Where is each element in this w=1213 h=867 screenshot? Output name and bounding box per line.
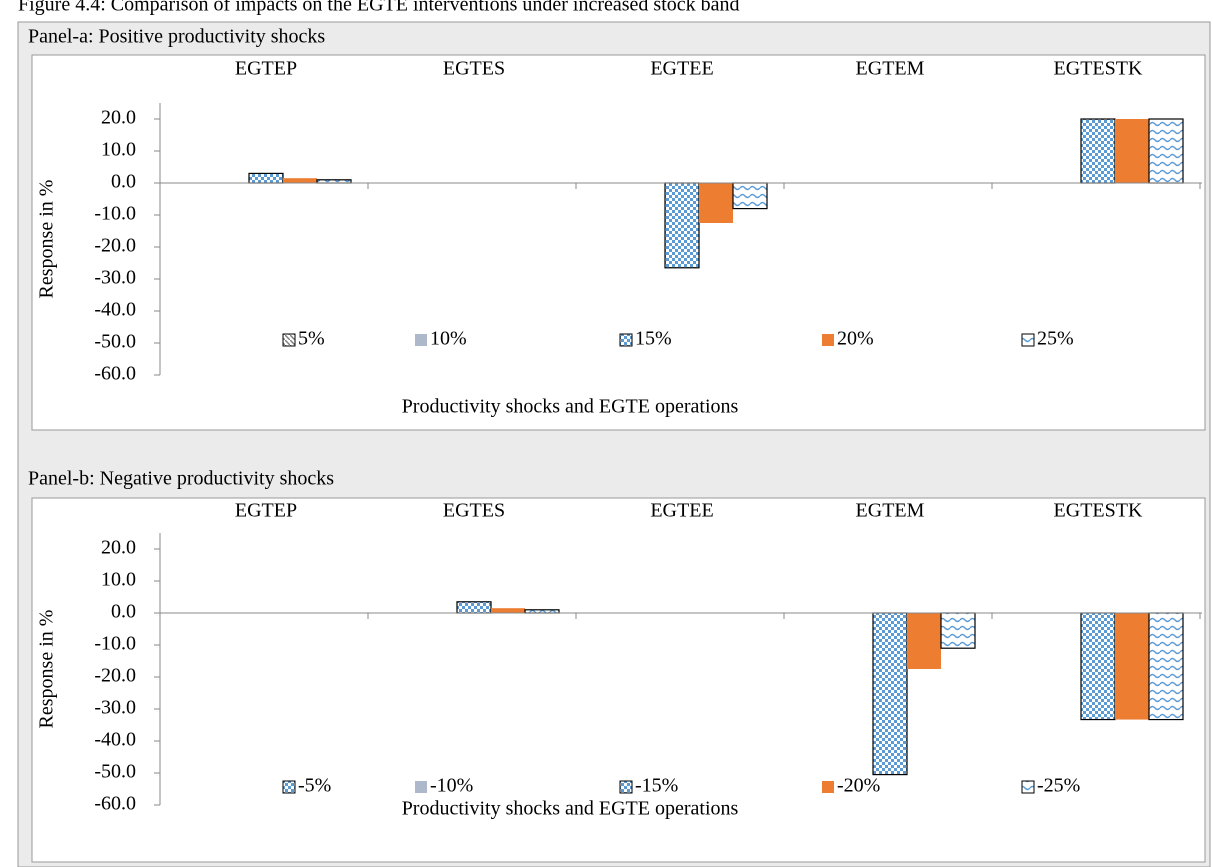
category-label: EGTEP	[235, 500, 297, 522]
y-axis-title: Response in %	[36, 610, 58, 729]
legend-swatch	[1021, 333, 1035, 347]
bar	[1080, 118, 1116, 184]
legend-swatch	[415, 781, 427, 793]
legend-swatch	[619, 780, 633, 794]
legend-swatch	[822, 781, 834, 793]
bar	[872, 612, 908, 776]
bar	[1148, 118, 1184, 184]
legend-label: -20%	[837, 775, 880, 797]
plot-box	[31, 54, 1206, 431]
bar	[491, 608, 525, 613]
legend-label: 15%	[635, 328, 672, 350]
y-tick-label: -40.0	[94, 729, 136, 751]
legend-swatch	[415, 334, 427, 346]
y-tick-label: -30.0	[94, 267, 136, 289]
category-label: EGTEP	[235, 58, 297, 80]
panel-title: Panel-a: Positive productivity shocks	[28, 26, 325, 48]
category-label: EGTEM	[856, 58, 925, 80]
y-tick-label: -60.0	[94, 363, 136, 385]
category-label: EGTESTK	[1054, 500, 1143, 522]
bar	[940, 612, 976, 649]
legend-swatch	[282, 780, 296, 794]
legend-swatch	[1021, 780, 1035, 794]
y-axis-title: Response in %	[36, 180, 58, 299]
y-tick-label: -10.0	[94, 203, 136, 225]
plot-box	[31, 497, 1206, 863]
legend-label: -5%	[298, 775, 331, 797]
y-tick-label: 0.0	[111, 601, 136, 623]
legend-label: -25%	[1037, 775, 1080, 797]
y-tick-label: -10.0	[94, 633, 136, 655]
legend-swatch	[822, 334, 834, 346]
panel-title: Panel-b: Negative productivity shocks	[28, 468, 334, 490]
legend-label: 10%	[430, 328, 467, 350]
bar	[248, 172, 284, 184]
y-tick-label: -40.0	[94, 299, 136, 321]
y-tick-label: 0.0	[111, 171, 136, 193]
y-tick-label: 10.0	[101, 139, 136, 161]
y-tick-label: 20.0	[101, 537, 136, 559]
category-label: EGTEM	[856, 500, 925, 522]
bar	[1080, 612, 1116, 721]
bar	[1115, 119, 1149, 183]
category-label: EGTES	[443, 58, 505, 80]
legend-swatch	[282, 333, 296, 347]
y-tick-label: -20.0	[94, 665, 136, 687]
bar	[664, 182, 700, 269]
legend-swatch	[619, 333, 633, 347]
bar	[907, 613, 941, 669]
y-tick-label: -50.0	[94, 331, 136, 353]
category-label: EGTESTK	[1054, 58, 1143, 80]
legend-label: -15%	[635, 775, 678, 797]
category-label: EGTEE	[650, 500, 713, 522]
bar	[732, 182, 768, 210]
figure-title: Figure 4.4: Comparison of impacts on the…	[18, 0, 740, 16]
y-tick-label: -30.0	[94, 697, 136, 719]
bar	[1115, 613, 1149, 720]
category-label: EGTES	[443, 500, 505, 522]
y-tick-label: 20.0	[101, 107, 136, 129]
y-tick-label: -60.0	[94, 793, 136, 815]
y-tick-label: -50.0	[94, 761, 136, 783]
category-label: EGTEE	[650, 58, 713, 80]
bar	[699, 183, 733, 223]
x-axis-title: Productivity shocks and EGTE operations	[402, 798, 739, 820]
bar	[283, 178, 317, 183]
legend-label: 20%	[837, 328, 874, 350]
y-tick-label: 10.0	[101, 569, 136, 591]
bar	[456, 601, 492, 614]
y-tick-label: -20.0	[94, 235, 136, 257]
x-axis-title: Productivity shocks and EGTE operations	[402, 396, 739, 418]
legend-label: -10%	[430, 775, 473, 797]
legend-label: 25%	[1037, 328, 1074, 350]
bar	[1148, 612, 1184, 721]
legend-label: 5%	[298, 328, 325, 350]
